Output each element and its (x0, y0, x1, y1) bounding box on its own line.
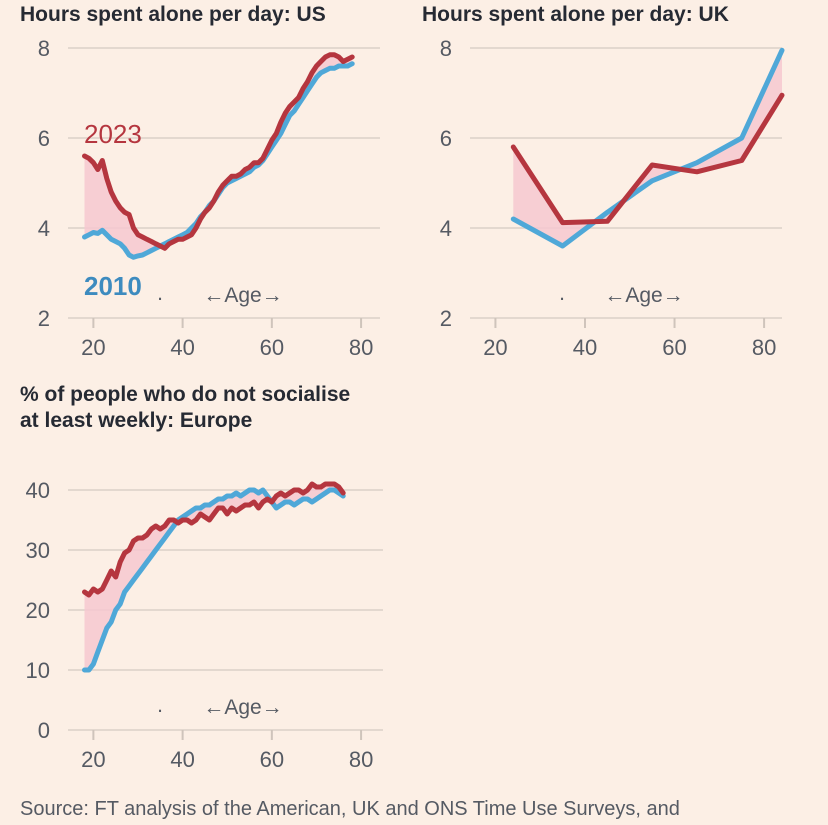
uk-y-tick-label: 8 (440, 36, 452, 61)
eu-line-2023 (82, 481, 346, 598)
uk-x-tick-label: 40 (573, 335, 597, 360)
uk-age-annotation: ←Age→ (604, 284, 683, 307)
uk-gap-area (513, 50, 782, 246)
us-age-annotation: ←Age→ (203, 284, 282, 307)
uk-x-tick-label: 60 (662, 335, 686, 360)
uk-line-2010 (510, 47, 785, 249)
uk-y-tick-label: 6 (440, 126, 452, 151)
us-y-tick-label: 8 (38, 36, 50, 61)
uk-line-2023 (510, 92, 785, 226)
europe-chart-title: % of people who do not socialise at least… (20, 382, 410, 434)
eu-y-tick-label: 0 (38, 718, 50, 743)
eu-x-tick-label: 60 (260, 747, 284, 772)
eu-legend-marker: . (157, 694, 163, 717)
eu-x-tick-label: 80 (349, 747, 373, 772)
us-x-tick-label: 40 (170, 335, 194, 360)
eu-line-2010 (82, 487, 346, 673)
us-line-2023 (82, 52, 355, 251)
uk-y-tick-label: 2 (440, 306, 452, 331)
us-chart: 2 4 6 8 20 40 60 80 ←Age→. 2023 2010 (38, 36, 380, 360)
uk-x-tick-label: 20 (483, 335, 507, 360)
us-y-tick-label: 2 (38, 306, 50, 331)
us-series-label-2010: 2010 (84, 271, 142, 301)
us-legend-marker: . (157, 282, 163, 305)
us-chart-title: Hours spent alone per day: US (20, 3, 326, 26)
europe-title-line: at least weekly: Europe (20, 409, 253, 432)
us-x-tick-label: 60 (260, 335, 284, 360)
uk-y-tick-label: 4 (440, 216, 452, 241)
eu-y-tick-label: 30 (26, 538, 50, 563)
eu-age-annotation: ←Age→ (203, 696, 282, 719)
eu-x-tick-label: 40 (170, 747, 194, 772)
eu-x-tick-label: 20 (81, 747, 105, 772)
us-y-tick-label: 4 (38, 216, 50, 241)
uk-x-tick-label: 80 (752, 335, 776, 360)
us-y-tick-label: 6 (38, 126, 50, 151)
europe-title-line: % of people who do not socialise (20, 383, 351, 406)
us-series-label-2023: 2023 (84, 119, 142, 149)
eu-y-tick-label: 20 (26, 598, 50, 623)
eu-y-tick-label: 40 (26, 478, 50, 503)
uk-legend-marker: . (559, 282, 565, 305)
eu-chart: 0 10 20 30 40 20 40 60 80 ←Age→. (26, 478, 383, 772)
eu-y-tick-label: 10 (26, 658, 50, 683)
us-x-tick-label: 80 (349, 335, 373, 360)
us-x-tick-label: 20 (81, 335, 105, 360)
uk-chart-title: Hours spent alone per day: UK (422, 3, 729, 26)
source-note: Source: FT analysis of the American, UK … (20, 798, 680, 820)
uk-chart: 2 4 6 8 20 40 60 80 ←Age→. (440, 36, 785, 360)
